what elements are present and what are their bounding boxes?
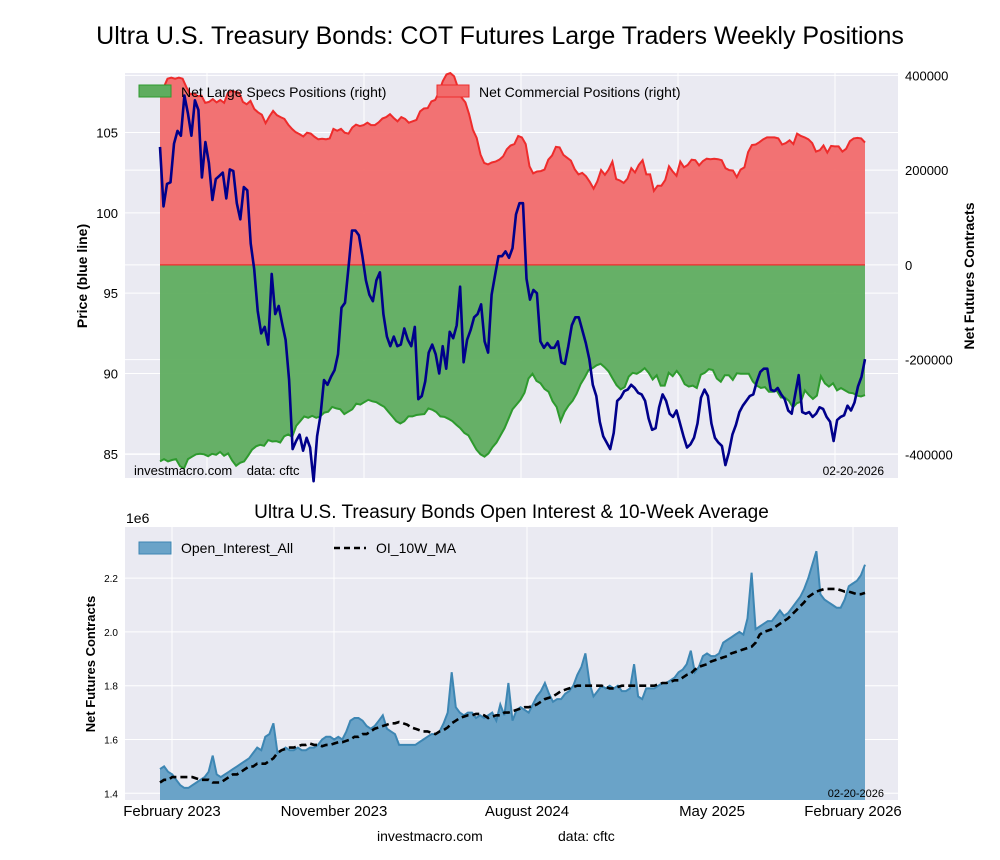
chart2-xtick-label: August 2024 [485, 803, 569, 820]
chart2-plot: 1.4 1.6 1.8 2.0 2.2 February 2023 November 20… [83, 510, 902, 820]
chart1-left-axis: 85 90 95 100 105 [96, 125, 118, 461]
chart1-y2tick-label: -400000 [905, 447, 953, 462]
open-interest-line [159, 550, 866, 789]
chart1-ytick-label: 105 [96, 125, 118, 140]
large-specs-line [159, 362, 866, 470]
chart1-price-line [158, 94, 867, 483]
chart2-legend: Open_Interest_All OI_10W_MA [138, 540, 457, 556]
chart1-ytick-label: 85 [104, 447, 118, 462]
chart2-ytick-label: 1.8 [104, 682, 118, 693]
chart2-ytick-label: 2.0 [104, 628, 118, 639]
chart2-left-axis: 1.4 1.6 1.8 2.0 2.2 [104, 574, 118, 800]
legend-label-commercial: Net Commercial Positions (right) [479, 84, 681, 100]
chart2-xtick-label: May 2025 [679, 803, 745, 820]
chart2-ytick-label: 1.6 [104, 735, 118, 746]
commercial-area [160, 73, 865, 265]
chart1-y2-label: Net Futures Contracts [961, 202, 977, 349]
chart1-legend: Net Large Specs Positions (right) Net Co… [138, 84, 681, 100]
chart2-ytick-label: 2.2 [104, 574, 118, 585]
chart1-plot: 85 90 95 100 105 -400000 -200000 0 200000 400000… [74, 68, 977, 483]
chart1-ytick-label: 95 [104, 286, 118, 301]
footer-data: data: cftc [558, 828, 615, 844]
legend-swatch-commercial [436, 84, 470, 98]
chart1-date-label: 02-20-2026 [823, 464, 885, 478]
price-line [158, 94, 867, 483]
legend-swatch-open-interest [138, 541, 172, 555]
chart1-y2tick-label: 200000 [905, 163, 948, 178]
legend-label-ma: OI_10W_MA [376, 540, 457, 556]
chart1-watermark: investmacro.com data: cftc [134, 463, 300, 478]
chart2-ytick-label: 1.4 [104, 789, 118, 800]
chart1-ytick-label: 100 [96, 206, 118, 221]
chart2-xtick-label: February 2026 [804, 803, 902, 820]
footer-site: investmacro.com [377, 828, 483, 844]
chart2-xtick-label: February 2023 [123, 803, 221, 820]
legend-label-specs: Net Large Specs Positions (right) [181, 84, 386, 100]
chart1-areas [159, 71, 866, 470]
chart1-y2tick-label: 400000 [905, 68, 948, 83]
chart1-right-axis: -400000 -200000 0 200000 400000 [905, 68, 953, 462]
chart2-series [159, 550, 866, 800]
chart1-y2tick-label: -200000 [905, 353, 953, 368]
page-title: Ultra U.S. Treasury Bonds: COT Futures L… [96, 22, 904, 50]
large-specs-area [160, 264, 865, 469]
commercial-line [159, 71, 866, 194]
chart2-date-label: 02-20-2026 [828, 788, 884, 800]
chart1-y-label: Price (blue line) [74, 224, 90, 328]
legend-swatch-specs [138, 84, 172, 98]
chart2-title: Ultra U.S. Treasury Bonds Open Interest … [254, 502, 769, 523]
chart1-ytick-label: 90 [104, 367, 118, 382]
legend-label-open-interest: Open_Interest_All [181, 540, 293, 556]
chart2-xtick-label: November 2023 [281, 803, 388, 820]
chart1-y2tick-label: 0 [905, 258, 912, 273]
chart2-scale-label: 1e6 [126, 510, 150, 526]
open-interest-area [160, 551, 865, 800]
chart2-y-label: Net Futures Contracts [83, 596, 98, 733]
chart2-x-axis: February 2023 November 2023 August 2024 May… [123, 803, 902, 820]
